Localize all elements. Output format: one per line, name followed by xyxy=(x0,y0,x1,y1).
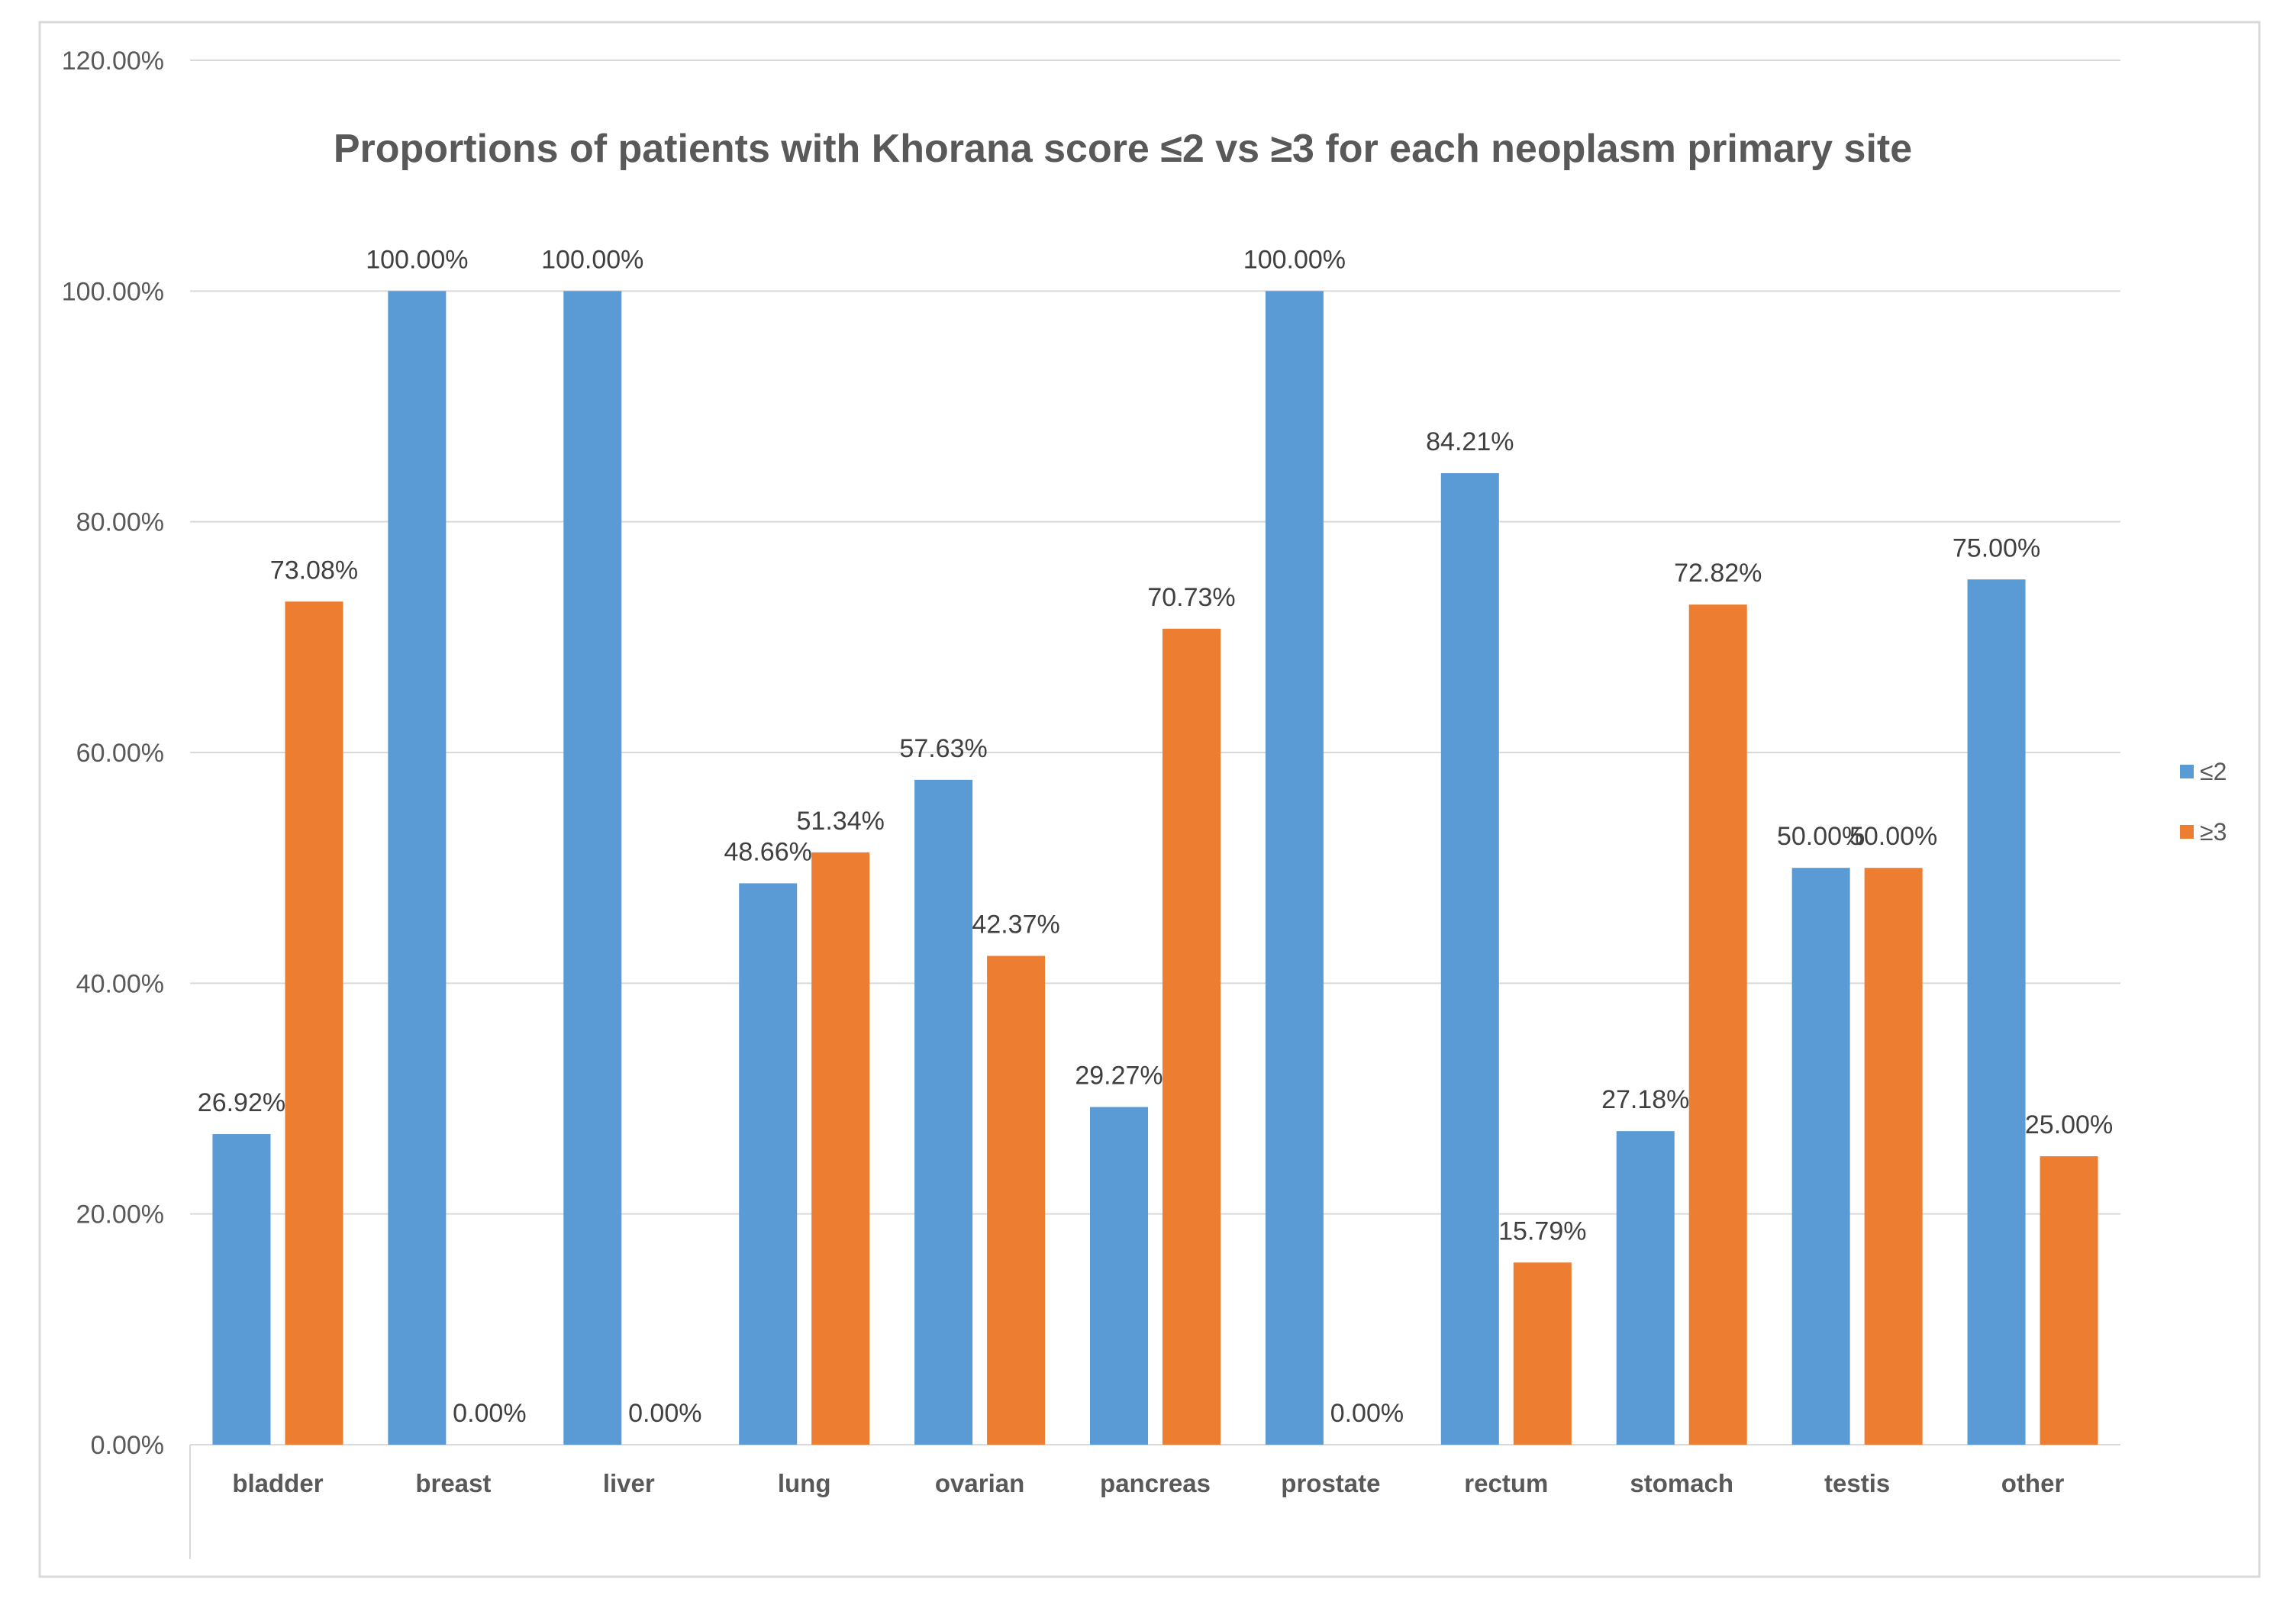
x-tick-label-lung: lung xyxy=(778,1469,831,1497)
bar-series-1-prostate xyxy=(1265,291,1324,1445)
data-label-series-1-prostate: 100.00% xyxy=(1243,245,1346,274)
data-label-series-2-testis: 50.00% xyxy=(1849,822,1937,851)
data-label-series-2-ovarian: 42.37% xyxy=(972,910,1059,939)
x-tick-label-bladder: bladder xyxy=(232,1469,323,1497)
x-tick-label-stomach: stomach xyxy=(1630,1469,1733,1497)
legend-label-series-2: ≥3 xyxy=(2200,818,2227,846)
data-labels: 26.92% 73.08% 100.00% 0.00% 100.00% 0.00% 48.6… xyxy=(198,245,2113,1428)
bar-series-1-ovarian xyxy=(914,779,973,1445)
y-tick-label-80: 80.00% xyxy=(76,508,164,537)
y-tick-label-120: 120.00% xyxy=(62,47,164,76)
y-tick-label-60: 60.00% xyxy=(76,739,164,768)
bar-series-2-lung xyxy=(811,852,870,1445)
data-label-series-2-stomach: 72.82% xyxy=(1674,559,1762,588)
legend-label-series-1: ≤2 xyxy=(2200,758,2227,785)
bar-series-2-ovarian xyxy=(987,955,1046,1445)
bar-series-1-rectum xyxy=(1440,473,1499,1445)
data-label-series-1-liver: 100.00% xyxy=(541,245,643,274)
data-label-series-1-stomach: 27.18% xyxy=(1601,1085,1689,1114)
data-label-series-2-pancreas: 70.73% xyxy=(1147,583,1235,612)
chart-title: Proportions of patients with Khorana sco… xyxy=(334,127,1912,171)
data-label-series-1-rectum: 84.21% xyxy=(1426,427,1514,456)
legend-item-series-2[interactable]: ≥3 xyxy=(2180,818,2227,846)
axes: 0.00% 20.00% 40.00% 60.00% 80.00% 100.00% 120.… xyxy=(62,47,2120,1559)
bar-series-1-liver xyxy=(563,291,622,1445)
y-tick-label-0: 0.00% xyxy=(91,1431,164,1460)
data-label-series-2-bladder: 73.08% xyxy=(270,556,358,585)
data-label-series-1-pancreas: 29.27% xyxy=(1075,1062,1163,1091)
bar-series-2-stomach xyxy=(1688,604,1747,1445)
bar-series-1-bladder xyxy=(212,1134,271,1445)
bar-series-2-other xyxy=(2040,1156,2098,1445)
x-tick-label-pancreas: pancreas xyxy=(1100,1469,1211,1497)
bar-series-1-pancreas xyxy=(1090,1107,1148,1445)
legend-swatch-series-2 xyxy=(2180,825,2194,839)
data-label-series-1-ovarian: 57.63% xyxy=(899,734,987,763)
legend-item-series-1[interactable]: ≤2 xyxy=(2180,758,2227,785)
x-tick-label-breast: breast xyxy=(415,1469,491,1497)
bar-series-2-rectum xyxy=(1513,1262,1572,1445)
x-tick-label-rectum: rectum xyxy=(1464,1469,1548,1497)
data-label-series-1-other: 75.00% xyxy=(1953,533,2040,562)
data-label-series-1-testis: 50.00% xyxy=(1777,822,1865,851)
legend-swatch-series-1 xyxy=(2180,765,2194,778)
bars xyxy=(212,291,2098,1445)
data-label-series-1-breast: 100.00% xyxy=(366,245,468,274)
data-label-series-2-rectum: 15.79% xyxy=(1498,1216,1586,1245)
y-tick-label-20: 20.00% xyxy=(76,1200,164,1229)
data-label-series-1-lung: 48.66% xyxy=(724,837,812,866)
bar-series-1-testis xyxy=(1791,868,1850,1445)
data-label-series-2-other: 25.00% xyxy=(2025,1110,2113,1139)
bar-series-2-pancreas xyxy=(1163,628,1221,1445)
x-tick-label-other: other xyxy=(2001,1469,2065,1497)
data-label-series-1-bladder: 26.92% xyxy=(198,1088,285,1117)
y-tick-label-40: 40.00% xyxy=(76,969,164,998)
x-tick-label-ovarian: ovarian xyxy=(935,1469,1024,1497)
data-label-series-2-breast: 0.00% xyxy=(453,1399,526,1428)
bar-series-1-breast xyxy=(388,291,447,1445)
x-tick-label-liver: liver xyxy=(603,1469,655,1497)
legend: ≤2 ≥3 xyxy=(2180,758,2227,846)
bar-series-2-testis xyxy=(1864,868,1923,1445)
bar-series-1-stomach xyxy=(1616,1131,1675,1445)
data-label-series-2-lung: 51.34% xyxy=(797,807,885,836)
x-tick-label-prostate: prostate xyxy=(1281,1469,1380,1497)
data-label-series-2-liver: 0.00% xyxy=(628,1399,701,1428)
bar-series-1-other xyxy=(1967,579,2026,1445)
data-label-series-2-prostate: 0.00% xyxy=(1330,1399,1404,1428)
bar-series-2-bladder xyxy=(285,601,343,1445)
bar-series-1-lung xyxy=(739,883,798,1445)
x-tick-label-testis: testis xyxy=(1824,1469,1890,1497)
y-tick-label-100: 100.00% xyxy=(62,277,164,306)
